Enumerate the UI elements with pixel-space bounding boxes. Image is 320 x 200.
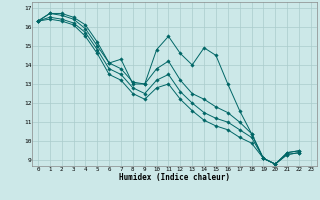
X-axis label: Humidex (Indice chaleur): Humidex (Indice chaleur) [119, 173, 230, 182]
